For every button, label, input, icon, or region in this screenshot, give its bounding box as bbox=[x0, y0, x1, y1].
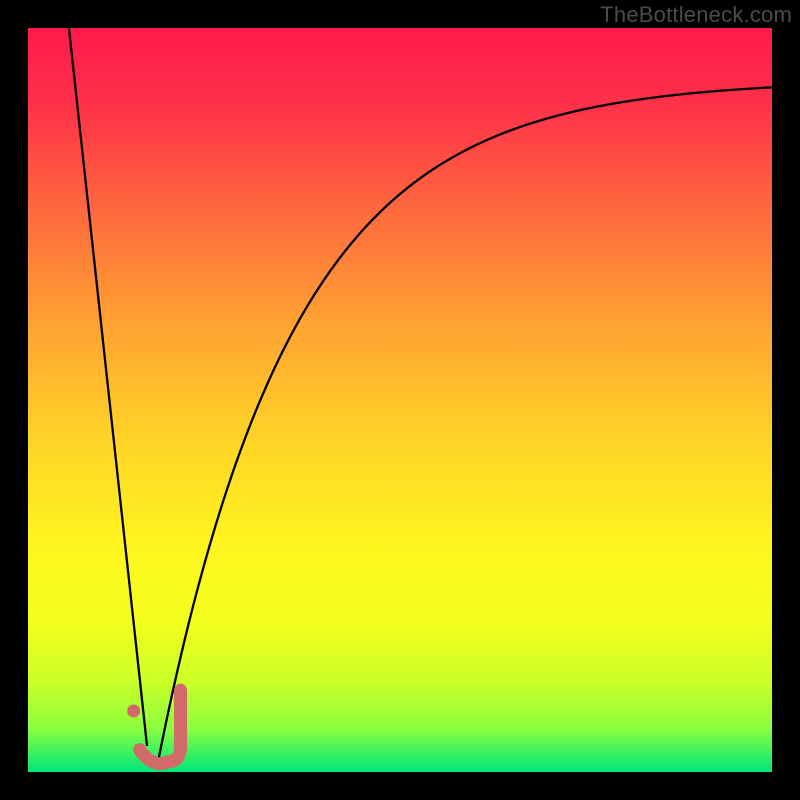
bottleneck-chart bbox=[0, 0, 800, 800]
watermark-text: TheBottleneck.com bbox=[600, 2, 792, 28]
chart-plot-background bbox=[28, 28, 772, 772]
